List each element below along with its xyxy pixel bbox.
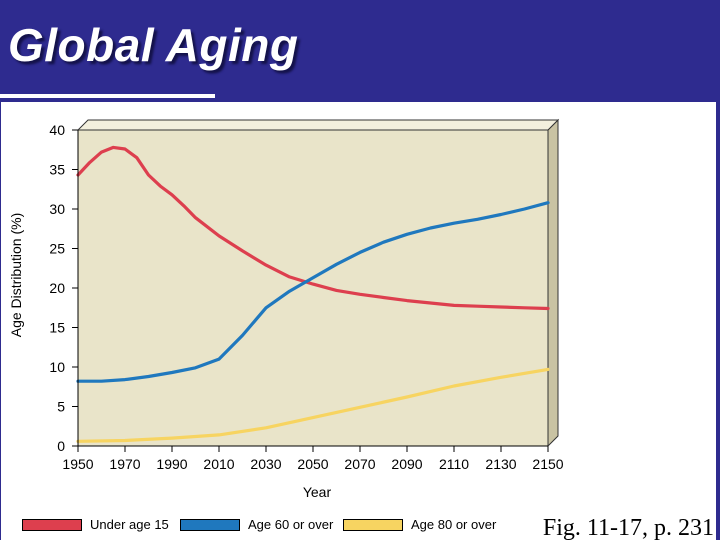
slide-header: Global Aging <box>0 0 720 94</box>
legend-item-60-over: Age 60 or over <box>180 517 333 532</box>
x-tick-label-2090: 2090 <box>391 456 422 472</box>
x-tick-label-2030: 2030 <box>250 456 281 472</box>
legend-item-80-over: Age 80 or over <box>343 517 496 532</box>
y-tick-label-0: 0 <box>57 438 65 454</box>
y-tick-label-15: 15 <box>49 320 65 336</box>
legend-label-80-over: Age 80 or over <box>411 517 497 532</box>
chart-legend: Under age 15 Age 60 or over Age 80 or ov… <box>0 517 720 539</box>
y-tick-label-10: 10 <box>49 359 65 375</box>
left-border <box>0 98 1 540</box>
y-tick-label-40: 40 <box>49 122 65 138</box>
x-tick-label-2050: 2050 <box>297 456 328 472</box>
plot-side-wall <box>547 118 559 448</box>
figure-caption: Fig. 11-17, p. 231 <box>542 515 714 541</box>
x-axis-label: Year <box>303 484 332 500</box>
legend-swatch-60-over <box>180 518 240 531</box>
y-tick-label-35: 35 <box>49 162 65 178</box>
content-rule <box>0 98 720 102</box>
y-tick-label-5: 5 <box>57 399 65 415</box>
legend-label-under-15: Under age 15 <box>90 517 169 532</box>
right-border <box>716 98 720 540</box>
header-rule <box>0 94 720 98</box>
slide-title: Global Aging <box>8 19 299 71</box>
x-tick-label-1990: 1990 <box>156 456 187 472</box>
x-tick-label-2010: 2010 <box>203 456 234 472</box>
legend-label-60-over: Age 60 or over <box>248 517 334 532</box>
x-tick-label-1950: 1950 <box>62 456 93 472</box>
x-tick-label-1970: 1970 <box>109 456 140 472</box>
x-tick-label-2150: 2150 <box>532 456 563 472</box>
chart-background-layer <box>76 118 560 448</box>
x-tick-label-2070: 2070 <box>344 456 375 472</box>
plot-area <box>77 129 549 447</box>
y-tick-label-30: 30 <box>49 201 65 217</box>
legend-item-under-15: Under age 15 <box>22 517 169 532</box>
x-tick-label-2130: 2130 <box>485 456 516 472</box>
legend-swatch-under-15 <box>22 518 82 531</box>
chart-series-layer <box>76 145 550 443</box>
plot-top-wall <box>76 119 560 131</box>
y-axis-label: Age Distribution (%) <box>8 213 24 338</box>
y-tick-label-25: 25 <box>49 241 65 257</box>
chart-axes-layer: 0 5 10 15 20 25 30 35 40 1950 1970 1990 2010 2030 2050… <box>49 122 563 472</box>
series-line-2 <box>76 367 550 443</box>
legend-swatch-80-over <box>343 518 403 531</box>
x-tick-label-2110: 2110 <box>439 456 469 472</box>
series-line-0 <box>76 145 550 311</box>
series-line-1 <box>76 201 550 383</box>
y-tick-label-20: 20 <box>49 280 65 296</box>
